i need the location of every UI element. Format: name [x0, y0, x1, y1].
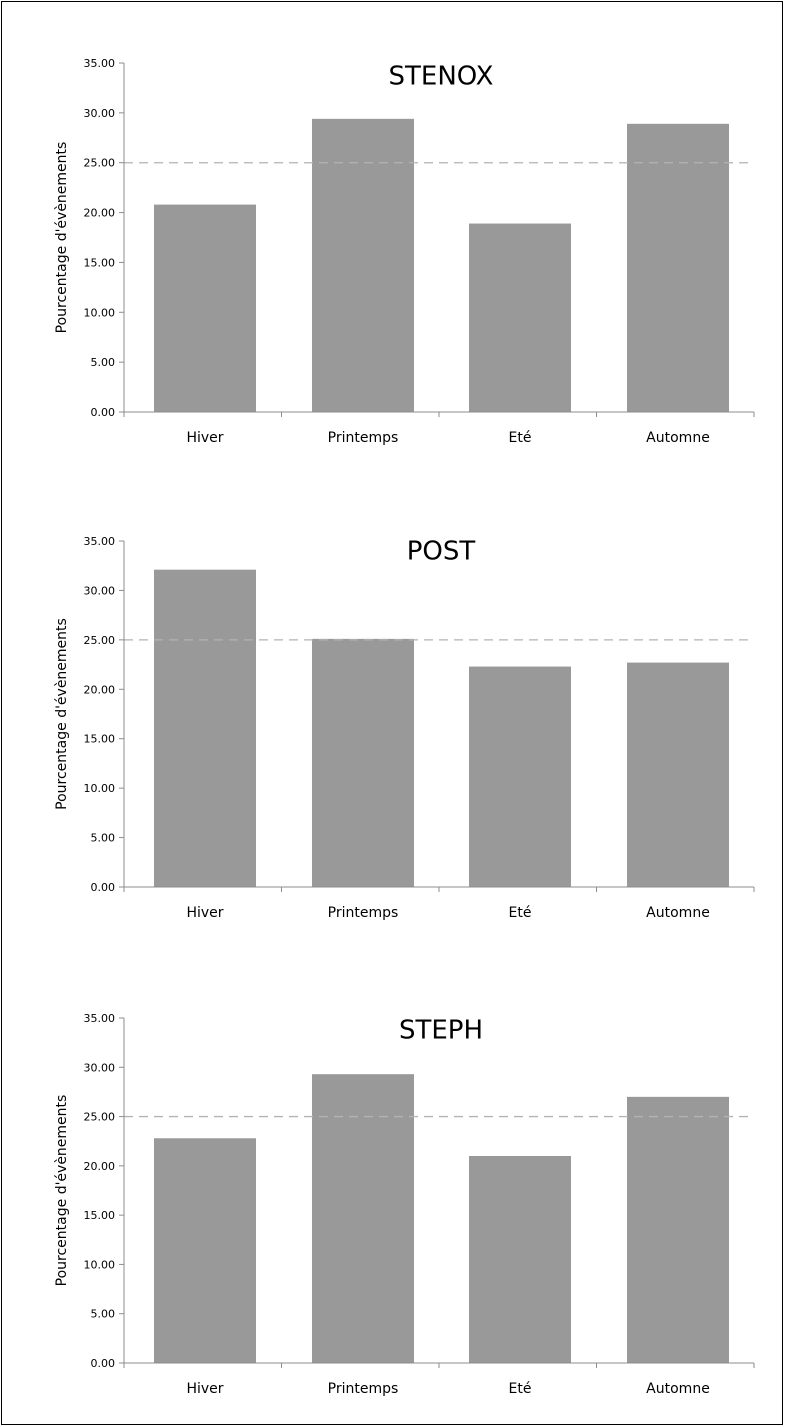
y-tick-label: 25.00: [84, 1111, 116, 1124]
bar-eté: [469, 223, 571, 412]
x-tick-label: Automne: [646, 430, 710, 446]
y-tick-label: 0.00: [91, 881, 116, 894]
bar-printemps: [312, 1074, 414, 1363]
y-tick-label: 25.00: [84, 157, 116, 170]
chart-panel-post: POST Pourcentage d'évènements 0.00 5.00 10.0…: [54, 535, 755, 921]
y-tick-label: 15.00: [84, 733, 116, 746]
bar-hiver: [154, 204, 256, 412]
x-tick-label: Eté: [509, 430, 532, 446]
y-tick-label: 5.00: [91, 1308, 116, 1321]
y-tick-label: 10.00: [84, 306, 116, 319]
x-tick-label: Hiver: [186, 1381, 223, 1397]
y-tick-label: 20.00: [84, 207, 116, 220]
x-tick-label: Automne: [646, 905, 710, 921]
y-tick-label: 5.00: [91, 356, 116, 369]
y-tick-label: 10.00: [84, 782, 116, 795]
bar-eté: [469, 666, 571, 887]
x-tick-label: Eté: [509, 905, 532, 921]
chart-panel-stenox: STENOX Pourcentage d'évènements 0.00 5.00 10…: [54, 57, 755, 446]
bar-eté: [469, 1156, 571, 1363]
y-tick-label: 35.00: [84, 1012, 116, 1025]
y-axis-label: Pourcentage d'évènements: [54, 618, 70, 810]
y-tick-label: 5.00: [91, 832, 116, 845]
bar-printemps: [312, 118, 414, 412]
y-tick-label: 20.00: [84, 683, 116, 696]
chart-panel-steph: STEPH Pourcentage d'évènements 0.00 5.00 10.…: [54, 1012, 755, 1397]
y-tick-label: 20.00: [84, 1160, 116, 1173]
y-tick-label: 30.00: [84, 584, 116, 597]
x-tick-label: Automne: [646, 1381, 710, 1397]
bar-printemps: [312, 638, 414, 887]
y-tick-label: 30.00: [84, 1061, 116, 1074]
y-axis-label: Pourcentage d'évènements: [54, 1095, 70, 1287]
bar-automne: [627, 662, 729, 887]
chart-title: POST: [407, 537, 476, 567]
y-tick-label: 25.00: [84, 634, 116, 647]
bar-hiver: [154, 1138, 256, 1363]
bar-hiver: [154, 569, 256, 887]
x-tick-label: Eté: [509, 1381, 532, 1397]
bar-automne: [627, 123, 729, 412]
bar-automne: [627, 1096, 729, 1363]
x-tick-label: Hiver: [186, 430, 223, 446]
y-tick-label: 15.00: [84, 256, 116, 269]
y-tick-label: 0.00: [91, 1357, 116, 1370]
x-tick-label: Hiver: [186, 905, 223, 921]
y-tick-label: 35.00: [84, 57, 116, 70]
y-tick-label: 0.00: [91, 406, 116, 419]
x-tick-label: Printemps: [328, 430, 399, 446]
y-tick-label: 10.00: [84, 1258, 116, 1271]
x-tick-label: Printemps: [328, 905, 399, 921]
x-tick-label: Printemps: [328, 1381, 399, 1397]
chart-title: STEPH: [399, 1016, 483, 1046]
chart-title: STENOX: [389, 62, 494, 92]
y-tick-label: 15.00: [84, 1209, 116, 1222]
y-tick-label: 35.00: [84, 535, 116, 548]
y-tick-label: 30.00: [84, 107, 116, 120]
y-axis-label: Pourcentage d'évènements: [54, 142, 70, 334]
